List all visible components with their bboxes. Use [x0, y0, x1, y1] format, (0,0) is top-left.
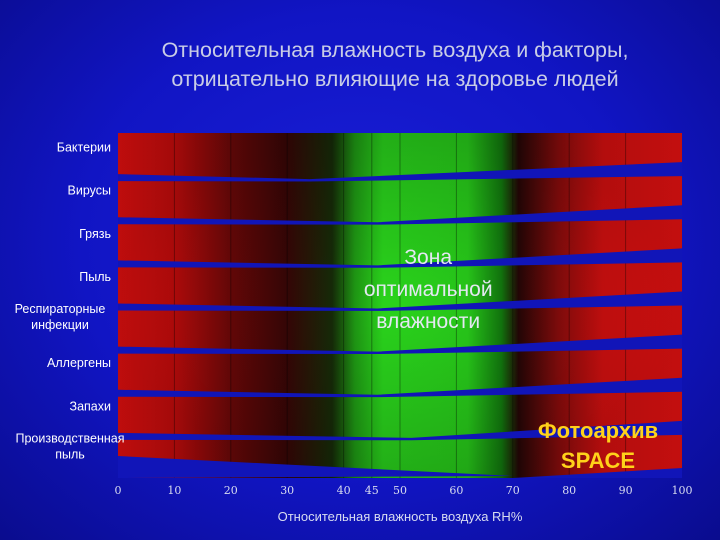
x-tick-label: 10	[167, 484, 181, 497]
category-label: пыль	[55, 447, 85, 461]
x-axis-ticks: 0 10 20 30 40 45 50 60 70 80 90 100	[115, 484, 693, 497]
title-line-1: Относительная влажность воздуха и фактор…	[161, 38, 629, 62]
x-tick-label: 60	[449, 484, 463, 497]
category-label: Вирусы	[68, 184, 111, 198]
category-label: Бактерии	[57, 141, 111, 155]
watermark-text: Фотоархив	[538, 418, 658, 443]
row-separator	[118, 420, 682, 441]
x-tick-label: 20	[224, 484, 238, 497]
bottom-wedge-right	[512, 468, 682, 478]
chart-title: Относительная влажность воздуха и фактор…	[95, 36, 695, 94]
category-label: Пыль	[79, 270, 111, 284]
category-label: Аллергены	[47, 356, 111, 370]
photo-archive-watermark: Фотоархив SPACE	[538, 418, 658, 473]
optimal-zone-text: Зона	[404, 246, 452, 269]
x-tick-label: 40	[337, 484, 351, 497]
row-separator	[118, 291, 682, 311]
x-tick-label: 70	[506, 484, 520, 497]
x-tick-label: 50	[393, 484, 407, 497]
category-label: инфекции	[31, 318, 89, 332]
title-line-2: отрицательно влияющие на здоровье людей	[171, 67, 619, 91]
category-label: Респираторные	[15, 302, 106, 316]
x-tick-label: 100	[672, 484, 693, 497]
row-separator	[118, 205, 682, 225]
x-axis-label: Относительная влажность воздуха RH%	[278, 509, 523, 524]
optimal-zone-text: оптимальной	[364, 278, 493, 301]
category-label: Грязь	[79, 227, 111, 241]
x-tick-label: 80	[562, 484, 576, 497]
x-tick-label: 90	[619, 484, 633, 497]
watermark-text: SPACE	[561, 448, 635, 473]
row-separator	[118, 334, 682, 355]
plot-area	[118, 133, 682, 478]
x-tick-label: 30	[280, 484, 294, 497]
row-separator	[118, 248, 682, 268]
optimal-zone-text: влажности	[376, 310, 480, 333]
category-label: Производственная	[15, 431, 124, 445]
category-label: Запахи	[70, 399, 111, 413]
optimal-zone-label: Зона оптимальной влажности	[364, 246, 493, 333]
x-tick-label: 0	[115, 484, 122, 497]
x-tick-label: 45	[365, 484, 379, 497]
row-separator	[118, 162, 682, 182]
row-separator	[118, 377, 682, 398]
category-labels: Бактерии Вирусы Грязь Пыль Респираторные инфе…	[15, 141, 125, 462]
bottom-wedge	[118, 456, 513, 478]
